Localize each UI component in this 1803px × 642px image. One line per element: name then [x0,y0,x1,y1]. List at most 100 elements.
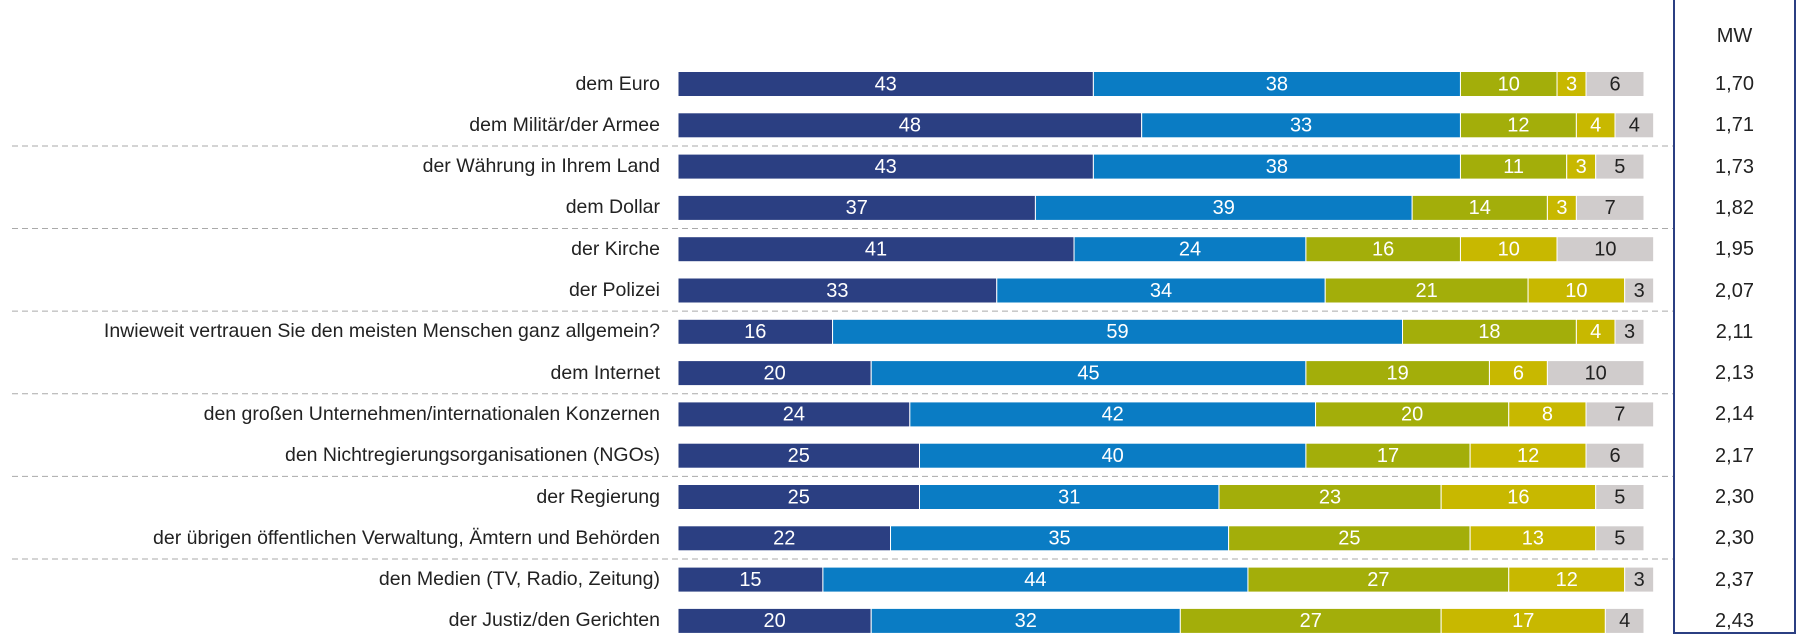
bar-segment [1585,401,1655,428]
bar-segment [1546,194,1577,221]
category-label: der Polizei [568,279,660,301]
value-label: 24 [1179,238,1201,260]
value-label: 19 [1387,362,1409,384]
category-label: der Regierung [536,485,660,508]
bar-segment [1585,71,1645,97]
value-label: 42 [1102,404,1124,426]
bar-segment [1595,525,1645,552]
bar-segment [1411,194,1548,221]
bar-segment [677,484,920,510]
value-label: 3 [1556,197,1567,219]
value-label: 8 [1542,404,1553,426]
value-label: 7 [1605,197,1616,219]
value-label: 16 [744,321,766,343]
bar-segment [822,566,1249,593]
value-label: 10 [1498,238,1520,260]
value-label: 33 [826,280,848,302]
mw-value: 2,43 [1715,609,1754,632]
category-label: dem Internet [550,361,660,384]
value-label: 3 [1566,73,1577,95]
mw-value: 2,37 [1715,568,1754,591]
category-label: dem Euro [575,72,660,95]
value-label: 25 [788,486,810,508]
bar-segment [890,525,1230,552]
value-label: 48 [899,115,921,137]
mw-value: 2,17 [1715,444,1754,467]
bar-segment [1218,484,1442,510]
value-label: 15 [739,569,761,591]
value-label: 59 [1106,321,1128,343]
bar-segment [1324,277,1529,304]
category-label: der Währung in Ihrem Land [422,155,660,178]
value-label: 38 [1266,156,1288,178]
value-label: 37 [846,197,868,219]
value-label: 35 [1048,528,1070,550]
bar-segment [677,360,872,387]
value-label: 20 [1401,404,1423,426]
value-label: 33 [1290,115,1312,137]
bar-segment [677,277,998,304]
bar-segment [1546,360,1645,387]
bar-segment [919,442,1307,469]
mw-header: MW [1716,25,1753,47]
value-label: 4 [1619,610,1630,632]
bar-segment [909,401,1317,428]
value-label: 22 [773,528,795,550]
value-label: 6 [1513,362,1524,384]
value-label: 20 [763,362,785,384]
value-label: 10 [1585,362,1607,384]
value-label: 3 [1624,321,1635,343]
mw-value: 1,95 [1715,238,1754,261]
value-label: 25 [1338,528,1360,550]
bar-segment [1614,112,1655,139]
bar-segment [1092,71,1461,97]
value-label: 4 [1629,115,1640,137]
category-label: den Nichtregierungsorganisationen (NGOs) [284,444,660,467]
value-label: 12 [1517,445,1539,467]
value-label: 41 [865,238,887,260]
bar-segment [1141,112,1461,139]
bar-segment [1228,525,1471,552]
bar-segment [1614,318,1645,345]
category-label: den Medien (TV, Radio, Zeitung) [378,568,660,591]
category-label: der übrigen öffentlichen Verwaltung, Ämt… [153,526,660,549]
bar-segment [1459,112,1577,139]
bar-segment [1179,607,1442,634]
value-label: 11 [1503,156,1524,178]
value-label: 5 [1614,156,1625,178]
value-label: 38 [1266,73,1288,95]
value-label: 14 [1469,197,1491,219]
bar-segment [1556,236,1655,263]
bar-segment [1469,442,1587,469]
category-label: den großen Unternehmen/internationalen K… [203,402,660,425]
bar-segment [1459,236,1558,263]
value-label: 6 [1609,445,1620,467]
value-label: 25 [788,445,810,467]
value-label: 10 [1498,73,1520,95]
bar-segment [677,566,824,593]
bar-segment [677,607,872,634]
value-label: 3 [1634,569,1645,591]
value-label: 20 [763,610,785,632]
value-label: 45 [1077,362,1099,384]
bar-segment [1575,318,1616,345]
value-label: 4 [1590,321,1601,343]
category-label: dem Dollar [565,196,660,219]
bar-segment [1315,401,1510,428]
value-label: 6 [1609,73,1620,95]
category-label: der Kirche [571,237,660,260]
value-label: 39 [1213,197,1235,219]
category-label: der Justiz/den Gerichten [448,609,660,632]
bar-segment [1469,525,1597,552]
mw-value: 2,14 [1715,403,1754,426]
bar-segment [677,194,1036,221]
bar-segment [677,112,1143,139]
mw-value: 2,30 [1715,527,1754,550]
value-label: 32 [1015,610,1037,632]
bar-segment [1508,401,1587,428]
mw-value: 2,11 [1715,320,1754,343]
value-label: 16 [1372,238,1394,260]
bar-segment [1604,607,1645,634]
value-label: 18 [1478,321,1500,343]
